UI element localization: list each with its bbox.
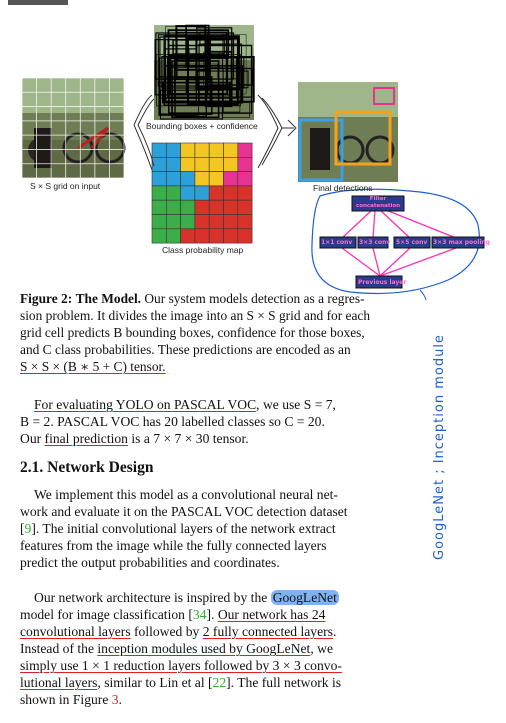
final-prediction-underlined: final prediction bbox=[44, 431, 128, 446]
arch-underlined: Our network has 24 bbox=[217, 607, 326, 622]
figure-title: The Model. bbox=[75, 291, 142, 306]
arch-text: Our network architecture is inspired by … bbox=[34, 590, 271, 605]
design-line: work and evaluate it on the PASCAL VOC d… bbox=[20, 504, 348, 519]
note-filter-concat: Filter concatenation bbox=[355, 196, 401, 209]
citation-link[interactable]: 34 bbox=[192, 607, 207, 622]
arch-underlined: 2 fully connected layers bbox=[202, 624, 333, 639]
arch-text: ]. bbox=[206, 607, 218, 622]
final-detections-image bbox=[298, 82, 398, 182]
note-previous-layer: Previous layer bbox=[358, 279, 407, 286]
arch-text: , we bbox=[310, 641, 333, 656]
googlenet-highlight: GoogLeNet bbox=[270, 590, 339, 605]
citation-link[interactable]: 9 bbox=[24, 521, 32, 536]
section-heading: 2.1. Network Design bbox=[20, 459, 154, 476]
caption-line: grid cell predicts B bounding boxes, con… bbox=[20, 325, 365, 340]
arch-underlined: simply use 1 × 1 reduction layers follow… bbox=[20, 658, 342, 673]
arch-text: . bbox=[332, 624, 337, 639]
citation-link[interactable]: 22 bbox=[212, 675, 227, 690]
design-line: ]. The initial convolutional layers of t… bbox=[31, 521, 336, 536]
architecture-paragraph: Our network architecture is inspired by … bbox=[20, 589, 404, 708]
bounding-boxes-image bbox=[154, 24, 255, 120]
cropped-text-fragment bbox=[8, 0, 68, 5]
arch-text: Instead of the bbox=[20, 641, 98, 656]
arch-text: . bbox=[118, 692, 122, 707]
voc-underlined: For evaluating YOLO on PASCAL VOC bbox=[34, 397, 257, 412]
voc-text: , we use S = 7, bbox=[256, 397, 336, 412]
figure-caption: Figure 2: The Model. Our system models d… bbox=[20, 290, 404, 375]
design-line: We implement this model as a convolution… bbox=[34, 487, 338, 502]
note-3x3-conv: 3×3 conv bbox=[359, 239, 391, 246]
note-1x1-conv: 1×1 conv bbox=[321, 239, 353, 246]
figure-area: S × S grid on input Bounding boxes + con… bbox=[0, 0, 506, 560]
caption-line: and C class probabilities. These predict… bbox=[20, 342, 351, 357]
inception-module-sketch bbox=[311, 188, 485, 300]
figure-graphics bbox=[8, 0, 485, 300]
caption-grid-input: S × S grid on input bbox=[30, 181, 101, 191]
arch-text: shown in Figure bbox=[20, 692, 112, 707]
figure-label: Figure 2: bbox=[20, 291, 73, 306]
note-5x5-conv: 5×5 conv bbox=[396, 239, 428, 246]
input-grid-image bbox=[21, 77, 126, 179]
arch-text: ]. The full network is bbox=[226, 675, 342, 690]
caption-class-map: Class probability map bbox=[162, 245, 244, 255]
voc-text: Our bbox=[20, 431, 45, 446]
arch-underlined: inception modules used by GoogLeNet bbox=[97, 641, 311, 656]
caption-bounding-boxes: Bounding boxes + confidence bbox=[146, 121, 258, 131]
voc-text: B = 2. PASCAL VOC has 20 labelled classe… bbox=[20, 414, 325, 429]
voc-text: is a 7 × 7 × 30 tensor. bbox=[127, 431, 249, 446]
arch-underlined: lutional layers bbox=[20, 675, 98, 690]
caption-line: Our system models detection as a regres- bbox=[144, 291, 365, 306]
design-line: predict the output probabilities and coo… bbox=[20, 555, 280, 570]
note-max-pool: 3×3 max pooling bbox=[433, 239, 490, 246]
voc-paragraph: For evaluating YOLO on PASCAL VOC, we us… bbox=[20, 396, 404, 447]
design-paragraph: We implement this model as a convolution… bbox=[20, 486, 404, 571]
class-probability-map bbox=[151, 142, 253, 244]
caption-line: sion problem. It divides the image into … bbox=[20, 308, 371, 323]
arch-underlined: convolutional layers bbox=[20, 624, 131, 639]
caption-tensor: S × S × (B ∗ 5 + C) tensor. bbox=[20, 359, 166, 374]
arch-text: model for image classification [ bbox=[20, 607, 193, 622]
figure-link[interactable]: 3 bbox=[111, 692, 119, 707]
arch-text: , similar to Lin et al [ bbox=[97, 675, 213, 690]
design-line: features from the image while the fully … bbox=[20, 538, 327, 553]
handwritten-googlenet-note: GoogLeNet ; Inception module bbox=[432, 334, 447, 560]
arch-text: followed by bbox=[130, 624, 203, 639]
caption-final-detections: Final detections bbox=[313, 183, 373, 193]
